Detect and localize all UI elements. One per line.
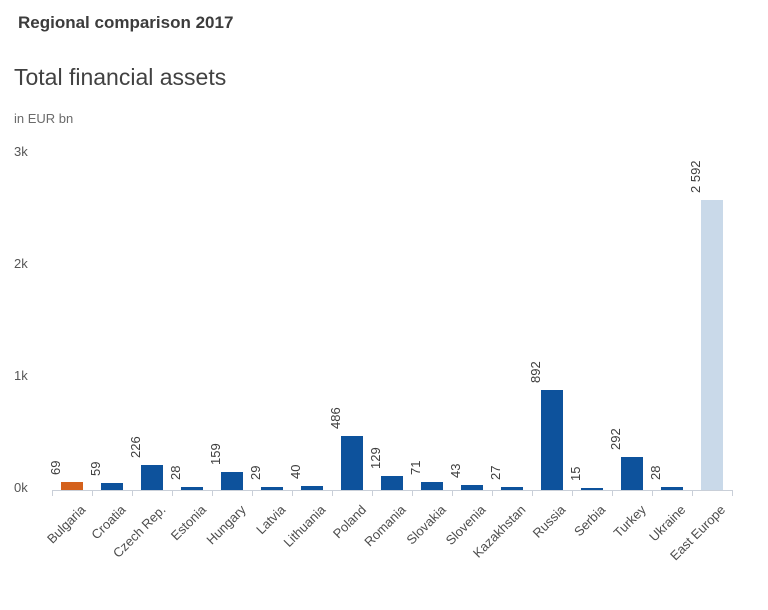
x-axis-label-text: Bulgaria xyxy=(44,502,89,547)
x-axis-tick xyxy=(652,490,653,496)
bar-turkey[interactable] xyxy=(621,457,643,490)
y-axis-label-3k: 3k xyxy=(14,144,28,159)
bar-value-label-hungary: 159 xyxy=(208,443,223,465)
x-axis-line xyxy=(52,490,732,491)
x-axis-label-text: Latvia xyxy=(253,502,289,538)
x-axis-tick xyxy=(612,490,613,496)
bar-value-label-serbia: 15 xyxy=(568,466,583,481)
chart-title: Total financial assets xyxy=(14,64,227,90)
bar-value-label-ukraine: 28 xyxy=(648,465,663,480)
y-axis-label-0k: 0k xyxy=(14,480,28,495)
x-axis-label-text: Romania xyxy=(361,502,409,550)
bar-value-label-turkey: 292 xyxy=(608,428,623,450)
x-axis-label-text: Estonia xyxy=(167,502,209,544)
bar-bulgaria[interactable] xyxy=(61,482,83,490)
x-axis-label-text: Hungary xyxy=(203,502,249,548)
x-axis-tick xyxy=(212,490,213,496)
x-axis-tick xyxy=(692,490,693,496)
x-axis-tick xyxy=(52,490,53,496)
x-axis-label-text: Slovakia xyxy=(403,502,449,548)
bar-value-label-slovakia: 71 xyxy=(408,460,423,475)
bar-value-label-latvia: 29 xyxy=(248,465,263,480)
x-axis-tick xyxy=(292,490,293,496)
chart-subtitle: Regional comparison 2017 xyxy=(18,13,234,32)
x-axis-tick xyxy=(732,490,733,496)
x-axis-tick xyxy=(452,490,453,496)
x-axis-tick xyxy=(332,490,333,496)
x-axis-label-text: Lithuania xyxy=(280,502,329,550)
bar-russia[interactable] xyxy=(541,390,563,490)
bar-serbia[interactable] xyxy=(581,488,603,490)
x-axis-label-text: Serbia xyxy=(571,502,609,540)
x-axis-tick xyxy=(372,490,373,496)
bar-value-label-poland: 486 xyxy=(328,407,343,429)
bar-lithuania[interactable] xyxy=(301,486,323,490)
bar-east-europe[interactable] xyxy=(701,200,723,490)
bar-value-label-east-europe: 2 592 xyxy=(688,160,703,193)
bar-value-label-slovenia: 43 xyxy=(448,463,463,478)
bar-ukraine[interactable] xyxy=(661,487,683,490)
x-axis-label-text: Russia xyxy=(529,502,569,541)
bar-estonia[interactable] xyxy=(181,487,203,490)
x-axis-tick xyxy=(492,490,493,496)
bar-latvia[interactable] xyxy=(261,487,283,490)
y-axis-label-2k: 2k xyxy=(14,256,28,271)
bar-czech-rep[interactable] xyxy=(141,465,163,490)
bar-poland[interactable] xyxy=(341,436,363,490)
bar-value-label-russia: 892 xyxy=(528,361,543,383)
bar-value-label-czech-rep: 226 xyxy=(128,436,143,458)
bar-value-label-kazakhstan: 27 xyxy=(488,465,503,480)
x-axis-tick xyxy=(572,490,573,496)
bar-value-label-croatia: 59 xyxy=(88,461,103,476)
bar-slovenia[interactable] xyxy=(461,485,483,490)
bar-romania[interactable] xyxy=(381,476,403,490)
x-axis-tick xyxy=(532,490,533,496)
bar-value-label-romania: 129 xyxy=(368,447,383,469)
bar-slovakia[interactable] xyxy=(421,482,443,490)
x-axis-tick xyxy=(92,490,93,496)
chart-unit-label: in EUR bn xyxy=(14,111,74,126)
bar-kazakhstan[interactable] xyxy=(501,487,523,490)
x-axis-label-text: Turkey xyxy=(610,502,649,541)
x-axis-tick xyxy=(252,490,253,496)
bar-croatia[interactable] xyxy=(101,483,123,490)
x-axis-tick xyxy=(412,490,413,496)
x-axis-tick xyxy=(172,490,173,496)
bar-value-label-bulgaria: 69 xyxy=(48,460,63,475)
bar-value-label-lithuania: 40 xyxy=(288,464,303,479)
y-axis-label-1k: 1k xyxy=(14,368,28,383)
bar-hungary[interactable] xyxy=(221,472,243,490)
bar-value-label-estonia: 28 xyxy=(168,465,183,480)
x-axis-tick xyxy=(132,490,133,496)
